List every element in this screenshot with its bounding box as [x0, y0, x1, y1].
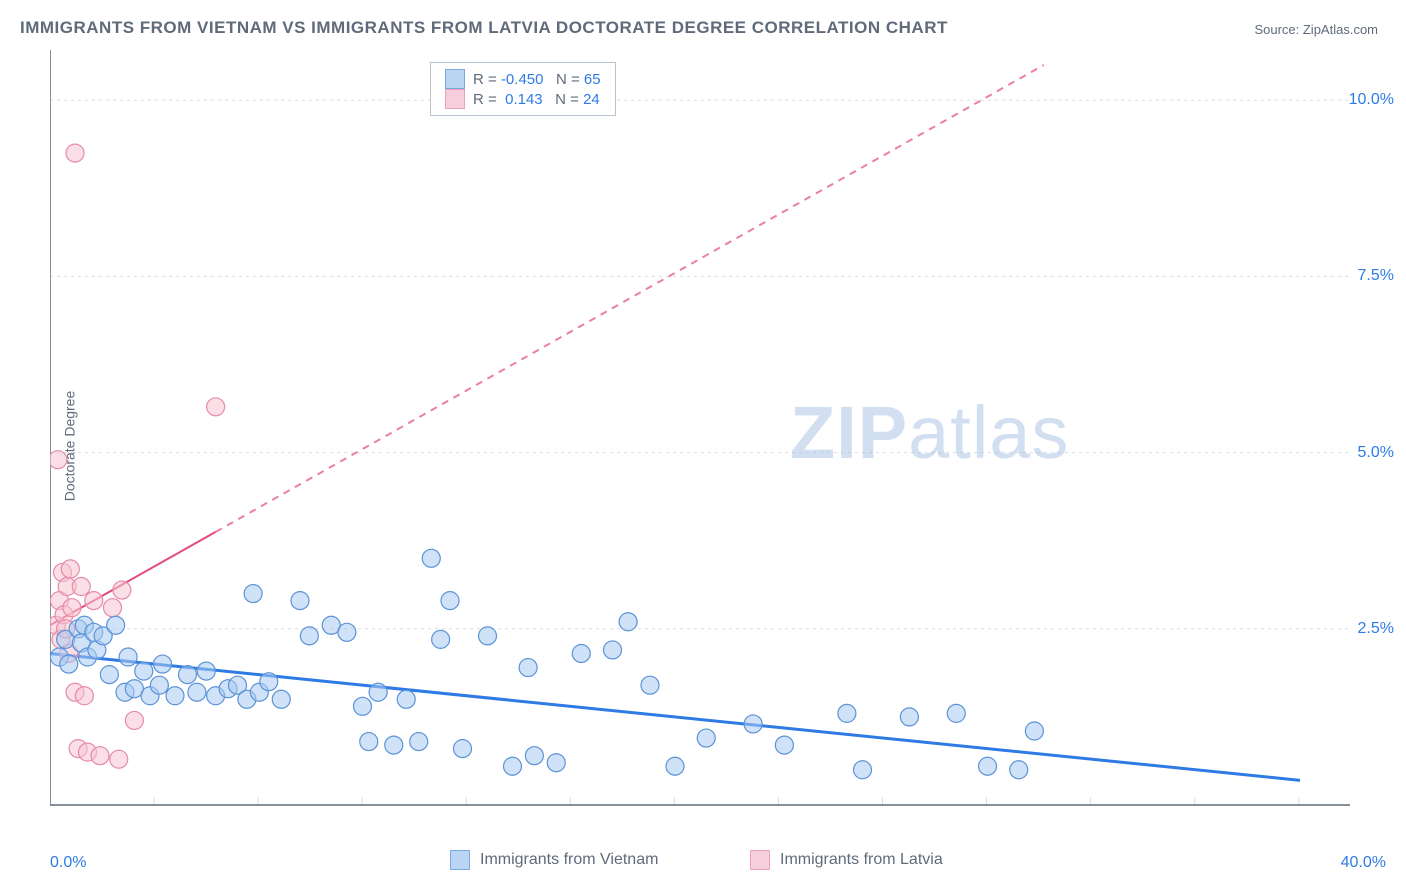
y-tick-label: 5.0%: [1358, 444, 1394, 462]
scatter-chart-svg: [50, 50, 1350, 830]
legend-label: Immigrants from Latvia: [780, 851, 943, 869]
legend-row: R = -0.450 N = 65: [445, 69, 601, 89]
y-tick-label: 7.5%: [1358, 267, 1394, 285]
y-tick-label: 2.5%: [1358, 620, 1394, 638]
legend-label: Immigrants from Vietnam: [480, 851, 658, 869]
plot-area: [50, 50, 1350, 830]
swatch-icon: [750, 850, 770, 870]
chart-title: IMMIGRANTS FROM VIETNAM VS IMMIGRANTS FR…: [20, 18, 948, 38]
y-tick-label: 10.0%: [1349, 91, 1394, 109]
swatch-icon: [445, 69, 465, 89]
legend-row: R = 0.143 N = 24: [445, 89, 601, 109]
legend-stats: R = -0.450 N = 65: [473, 71, 601, 88]
legend-stats: R = 0.143 N = 24: [473, 91, 600, 108]
swatch-icon: [450, 850, 470, 870]
swatch-icon: [445, 89, 465, 109]
x-tick-label: 40.0%: [1341, 854, 1386, 872]
legend-series-1: Immigrants from Latvia: [750, 850, 943, 870]
x-tick-label: 0.0%: [50, 854, 86, 872]
source-attribution: Source: ZipAtlas.com: [1254, 22, 1378, 37]
legend-series-0: Immigrants from Vietnam: [450, 850, 658, 870]
correlation-legend: R = -0.450 N = 65 R = 0.143 N = 24: [430, 62, 616, 116]
